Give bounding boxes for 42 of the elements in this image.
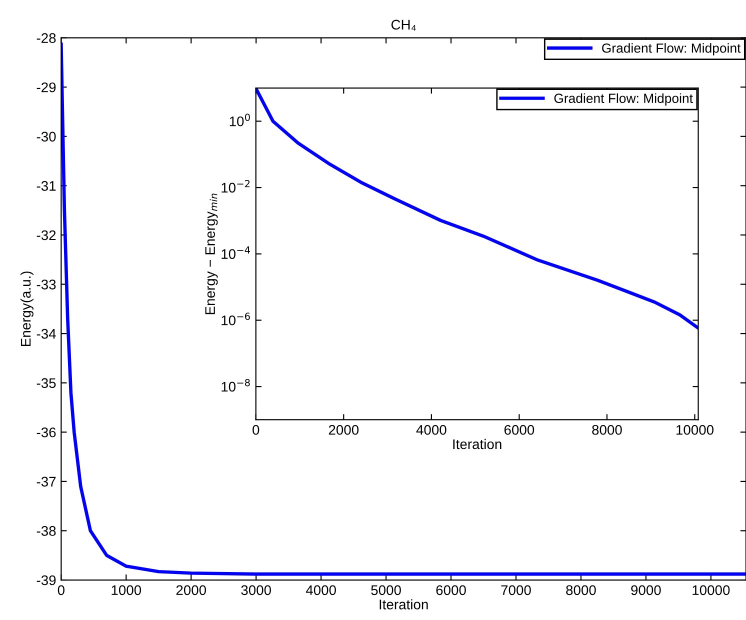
- x-tick-label: 2000: [176, 585, 206, 596]
- y-axis-title: Energy − Energy$_{min}$: [205, 194, 218, 314]
- y-tick-label: -30: [36, 132, 56, 142]
- y-tick-label: -34: [36, 328, 56, 339]
- x-tick-label: 8000: [566, 585, 596, 596]
- y-tick-label: 10$^{−6}$: [222, 312, 250, 326]
- x-axis-title: Iteration: [453, 438, 502, 450]
- line-series: [61, 42, 746, 576]
- x-tick-label: 0: [58, 585, 64, 596]
- x-tick-label: 10000: [676, 424, 714, 435]
- y-tick-label: 10$^{−4}$: [222, 246, 250, 259]
- x-tick-label: 6000: [504, 424, 534, 435]
- y-axis-title: Energy(a.u.): [20, 272, 34, 346]
- y-tick-label: -37: [36, 476, 56, 487]
- legend-label: Gradient Flow: Midpoint: [554, 93, 693, 106]
- x-tick-label: 1000: [112, 585, 142, 596]
- legend-label: Gradient Flow: Midpoint: [602, 43, 741, 56]
- x-tick-label: 6000: [436, 585, 466, 596]
- x-tick-label: 5000: [371, 585, 401, 596]
- y-tick-label: -32: [36, 230, 56, 240]
- y-tick-label: 10$^{−2}$: [222, 180, 250, 193]
- x-tick-label: 8000: [592, 424, 622, 435]
- x-tick-label: 4000: [306, 585, 336, 596]
- x-tick-label: 0: [252, 424, 260, 435]
- y-tick-label: -29: [36, 82, 56, 92]
- x-tick-label: 9000: [631, 585, 661, 596]
- y-tick-label: -36: [36, 427, 56, 438]
- y-tick-label: 10$^{0}$: [230, 114, 250, 126]
- y-tick-label: -33: [36, 280, 56, 290]
- y-tick-label: -39: [36, 575, 56, 586]
- x-tick-label: 4000: [416, 424, 446, 435]
- y-tick-label: -31: [36, 181, 56, 191]
- y-tick-label: -28: [36, 33, 56, 43]
- x-axis-title: Iteration: [380, 599, 428, 610]
- x-tick-label: 3000: [241, 585, 271, 596]
- chart-title: CH₄: [391, 20, 416, 31]
- x-tick-label: 7000: [501, 585, 531, 596]
- y-tick-label: -38: [36, 526, 56, 536]
- y-tick-label: 10$^{−8}$: [222, 378, 250, 392]
- x-tick-label: 10000: [692, 585, 730, 596]
- y-tick-label: -35: [36, 378, 56, 388]
- x-tick-label: 2000: [328, 424, 359, 435]
